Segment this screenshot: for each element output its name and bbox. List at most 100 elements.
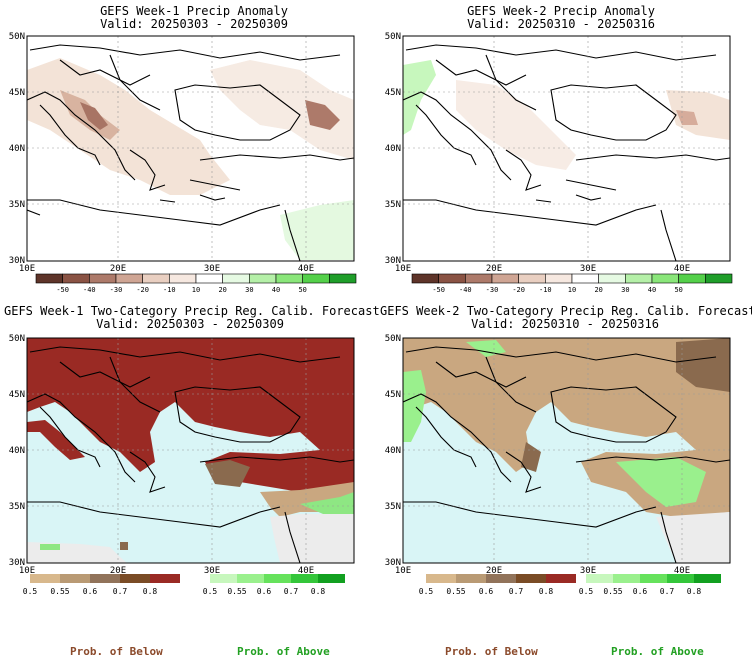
- colorbar-cell: [89, 273, 117, 284]
- colorbar-label: 40: [272, 286, 280, 294]
- colorbar-cell: [291, 574, 318, 583]
- colorbar-cell: [546, 574, 576, 583]
- colorbar-cell: [465, 273, 493, 284]
- colorbar-label: -20: [512, 286, 525, 294]
- colorbar-cell: [169, 273, 197, 284]
- lat-label: 45N: [9, 88, 25, 98]
- colorbar-cell: [195, 273, 223, 284]
- colorbar-cell: [518, 273, 546, 284]
- colorbar-label: 0.5: [579, 587, 594, 596]
- above-colorbar: 0.5 0.55 0.6 0.7 0.8: [579, 574, 721, 596]
- no-data-area: [656, 512, 730, 563]
- anomaly-dry-light: [456, 80, 576, 170]
- lat-label: 45N: [9, 390, 25, 400]
- lon-label: 40E: [674, 264, 690, 274]
- colorbar-cell: [115, 273, 143, 284]
- panel4-title: GEFS Week-2 Two-Category Precip Reg. Cal…: [380, 305, 752, 331]
- map-frame: [26, 35, 355, 262]
- map-frame: [26, 337, 355, 564]
- lon-labels: 10E 20E 30E 40E: [395, 566, 690, 576]
- lon-label: 40E: [674, 566, 690, 576]
- footer-above-right: Prob. of Above: [611, 645, 704, 658]
- colorbar-cell: [35, 273, 63, 284]
- below-patch: [120, 542, 128, 550]
- colorbar-cell: [62, 273, 90, 284]
- colorbar-label: -10: [163, 286, 176, 294]
- colorbar-cell: [318, 574, 345, 583]
- panel3-valid-text: Valid: 20250303 - 20250309: [96, 317, 284, 331]
- lon-label: 10E: [19, 264, 35, 274]
- below-dark-greece: [521, 442, 541, 472]
- coastlines: [403, 346, 730, 563]
- colorbar-label: 0.5: [23, 587, 38, 596]
- below-colorbar: 0.5 0.55 0.6 0.7 0.8: [23, 574, 180, 596]
- lat-labels: 50N 45N 40N 35N 30N: [385, 32, 401, 266]
- above-patch: [40, 544, 60, 550]
- colorbar-label: 30: [621, 286, 629, 294]
- colorbar-label: 50: [674, 286, 682, 294]
- panel1-valid-text: Valid: 20250303 - 20250309: [100, 17, 288, 31]
- lon-label: 10E: [19, 566, 35, 576]
- colorbar-label: 0.8: [143, 587, 158, 596]
- panel4-map: 50N 45N 40N 35N 30N 10E 20E 30E 40E 0.5 0…: [385, 334, 731, 596]
- anomaly-caucasus: [305, 100, 340, 130]
- lat-label: 35N: [9, 200, 25, 210]
- colorbar-cell: [491, 273, 519, 284]
- colorbar-label: 0.6: [83, 587, 98, 596]
- colorbar-label: 20: [594, 286, 602, 294]
- panel3-title-text: GEFS Week-1 Two-Category Precip Reg. Cal…: [4, 304, 380, 318]
- colorbar-cell: [438, 273, 466, 284]
- colorbar-cell: [411, 273, 439, 284]
- colorbar-cell: [516, 574, 546, 583]
- footer-above-left: Prob. of Above: [237, 645, 330, 658]
- panel3-map: 50N 45N 40N 35N 30N 10E 20E 30E 40E 0.5 0…: [9, 334, 355, 596]
- colorbar-cell: [456, 574, 486, 583]
- lon-labels: 10E 20E 30E 40E: [395, 264, 690, 274]
- lat-label: 50N: [9, 32, 25, 42]
- below-strong-italy: [27, 420, 85, 460]
- colorbar-label: 0.6: [257, 587, 272, 596]
- colorbar-cell: [90, 574, 120, 583]
- lat-label: 30N: [385, 558, 401, 568]
- colorbar-cell: [30, 574, 60, 583]
- coastlines: [27, 346, 354, 563]
- colorbar-label: 30: [245, 286, 253, 294]
- colorbar-label: 0.6: [479, 587, 494, 596]
- lon-labels: 10E 20E 30E 40E: [19, 264, 314, 274]
- colorbar-label: 10: [192, 286, 200, 294]
- colorbar-cell: [249, 273, 277, 284]
- above-colorbar: 0.5 0.55 0.6 0.7 0.8: [203, 574, 345, 596]
- below-strong-area: [27, 338, 354, 497]
- below-dark-east: [676, 338, 730, 392]
- colorbar-label: 10: [568, 286, 576, 294]
- lat-labels: 50N 45N 40N 35N 30N: [9, 334, 25, 568]
- colorbar-cell: [640, 574, 667, 583]
- anomaly-colorbar: -50 -40 -30 -20 -10 10 20 30 40 50: [411, 273, 733, 294]
- colorbar-label: 0.55: [50, 587, 69, 596]
- colorbar-label: 0.5: [419, 587, 434, 596]
- colorbar-label: 0.7: [284, 587, 299, 596]
- panel1-title-text: GEFS Week-1 Precip Anomaly: [100, 4, 288, 18]
- anomaly-dry-east: [210, 60, 354, 160]
- colorbar-cell: [275, 273, 303, 284]
- anomaly-caucasus: [676, 110, 698, 125]
- no-data-area: [270, 514, 354, 563]
- colorbar-label: -50: [432, 286, 445, 294]
- above-north: [466, 340, 506, 357]
- colorbar-label: 0.7: [660, 587, 675, 596]
- lat-label: 40N: [385, 446, 401, 456]
- colorbar-cell: [426, 574, 456, 583]
- colorbar-cell: [222, 273, 250, 284]
- colorbar-label: 0.7: [113, 587, 128, 596]
- panel3-title: GEFS Week-1 Two-Category Precip Reg. Cal…: [4, 304, 380, 331]
- colorbar-label: -30: [110, 286, 123, 294]
- colorbar-label: 0.7: [509, 587, 524, 596]
- colorbar-cell: [60, 574, 90, 583]
- below-dark-area: [205, 460, 250, 487]
- panel1-map: 50N 45N 40N 35N 30N 10E 20E 30E 40E -50-…: [9, 32, 357, 294]
- anomaly-dry-core: [80, 102, 108, 130]
- colorbar-label: -30: [486, 286, 499, 294]
- lat-label: 50N: [9, 334, 25, 344]
- lon-label: 40E: [298, 566, 314, 576]
- colorbar-cell: [678, 273, 706, 284]
